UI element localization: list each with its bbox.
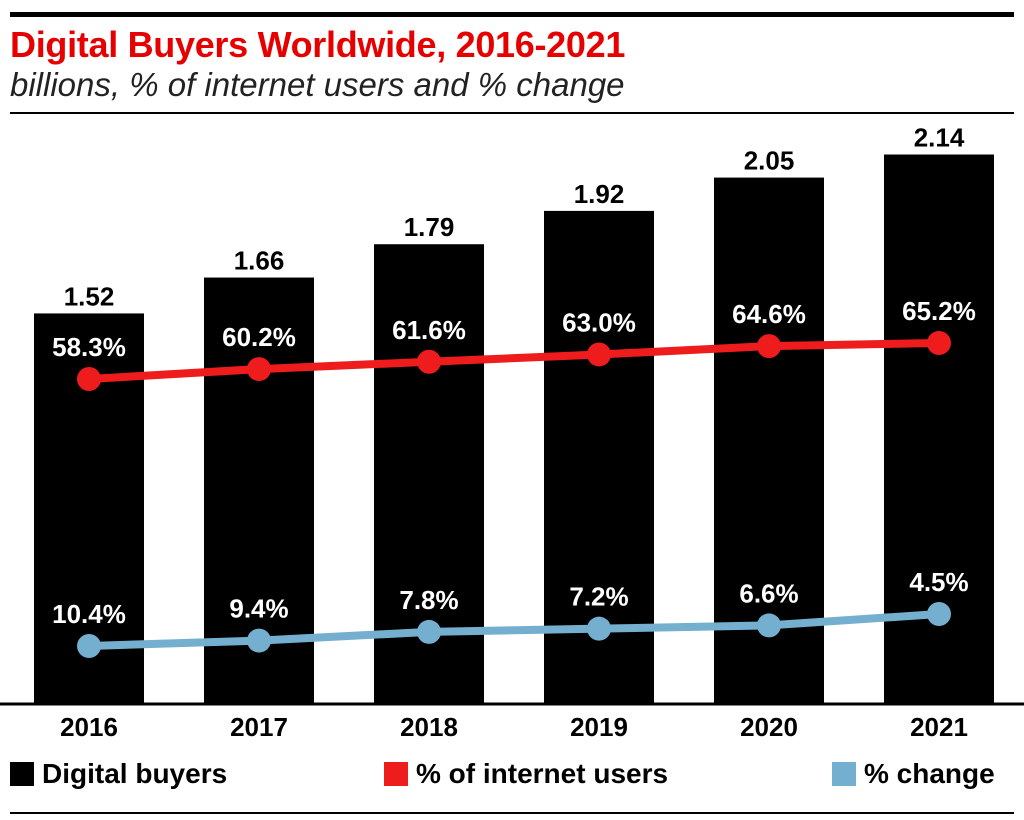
pct-change-label-2020: 6.6% <box>739 578 798 608</box>
internet-users-label-2021: 65.2% <box>902 296 976 326</box>
legend-label-digital-buyers: Digital buyers <box>42 758 228 789</box>
header-rule <box>10 112 1014 114</box>
internet-users-point-2019 <box>587 342 611 367</box>
legend-label-pct-change: % change <box>864 758 995 789</box>
internet-users-label-2016: 58.3% <box>52 332 126 362</box>
x-tick-2018: 2018 <box>400 712 458 742</box>
bar-label-2020: 2.05 <box>744 146 795 176</box>
pct-change-point-2017 <box>247 628 271 653</box>
legend-label-internet-users: % of internet users <box>416 758 669 789</box>
pct-change-label-2018: 7.8% <box>399 585 458 615</box>
internet-users-label-2020: 64.6% <box>732 299 806 329</box>
bottom-rule <box>10 812 1014 814</box>
legend-swatch-internet-users <box>384 762 408 786</box>
lines-group <box>77 330 951 658</box>
pct-change-point-2016 <box>77 634 101 658</box>
legend-item-pct-change: % change <box>832 754 995 794</box>
legend-swatch-digital-buyers <box>10 762 34 786</box>
x-tick-2021: 2021 <box>910 712 968 742</box>
x-tick-2017: 2017 <box>230 712 288 742</box>
legend-item-internet-users: % of internet users <box>384 754 668 794</box>
pct-change-point-2021 <box>927 602 951 627</box>
bar-label-2017: 1.66 <box>234 246 285 276</box>
internet-users-label-2018: 61.6% <box>392 315 466 345</box>
internet-users-line <box>85 338 943 383</box>
bar-label-2019: 1.92 <box>574 179 625 209</box>
pct-change-line <box>85 610 943 650</box>
labels-group: 1.52 2016 1.66 2017 1.79 2018 1.92 2019 2.05 2020… <box>52 123 976 742</box>
internet-users-point-2018 <box>417 349 441 374</box>
internet-users-point-2021 <box>927 330 951 355</box>
pct-change-label-2019: 7.2% <box>569 582 628 612</box>
internet-users-label-2017: 60.2% <box>222 322 296 352</box>
internet-users-label-2019: 63.0% <box>562 307 636 337</box>
pct-change-point-2018 <box>417 619 441 644</box>
chart-title: Digital Buyers Worldwide, 2016-2021 <box>10 24 626 65</box>
x-tick-2016: 2016 <box>60 712 118 742</box>
legend-item-digital-buyers: Digital buyers <box>10 754 227 794</box>
pct-change-label-2017: 9.4% <box>229 594 288 624</box>
internet-users-point-2016 <box>77 367 101 391</box>
pct-change-label-2021: 4.5% <box>909 567 968 597</box>
chart-subtitle: billions, % of internet users and % chan… <box>10 66 625 103</box>
x-tick-2020: 2020 <box>740 712 798 742</box>
pct-change-label-2016: 10.4% <box>52 599 126 629</box>
top-rule <box>10 12 1014 17</box>
legend: Digital buyers % of internet users % cha… <box>0 754 1024 794</box>
pct-change-point-2020 <box>757 613 781 638</box>
internet-users-point-2020 <box>757 334 781 359</box>
bar-label-2018: 1.79 <box>404 212 455 242</box>
internet-users-point-2017 <box>247 357 271 382</box>
x-tick-2019: 2019 <box>570 712 628 742</box>
pct-change-point-2019 <box>587 616 611 641</box>
bar-label-2016: 1.52 <box>64 281 115 311</box>
bar-label-2021: 2.14 <box>914 123 965 153</box>
legend-swatch-pct-change <box>832 762 856 786</box>
